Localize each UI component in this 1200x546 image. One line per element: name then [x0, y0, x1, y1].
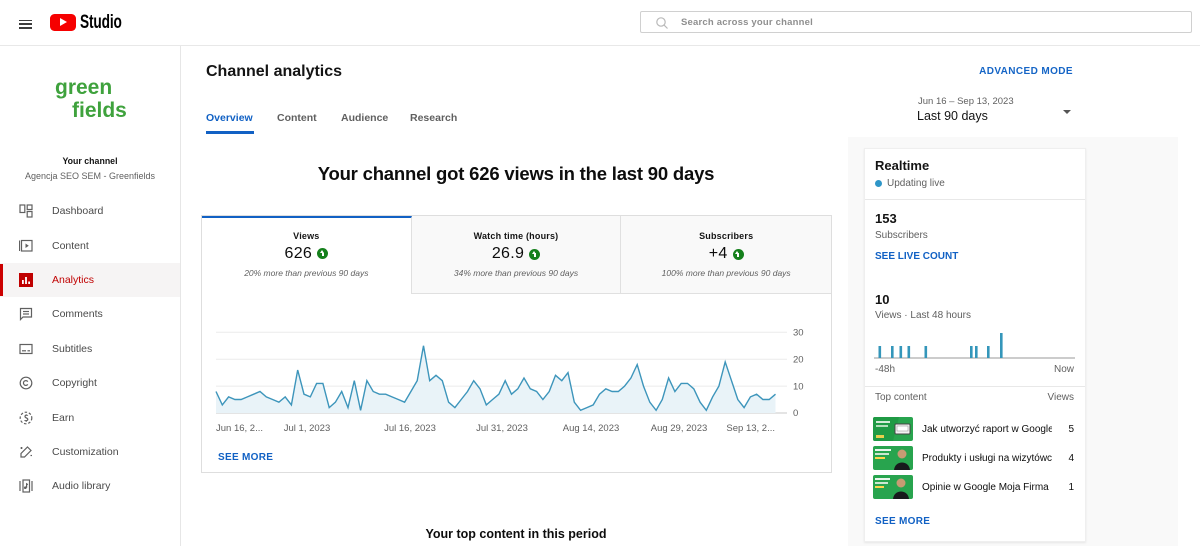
svg-text:Sep 13, 2...: Sep 13, 2... [726, 423, 775, 434]
svg-text:Jul 31, 2023: Jul 31, 2023 [476, 423, 528, 434]
svg-text:Aug 14, 2023: Aug 14, 2023 [563, 423, 620, 434]
svg-text:Jul 1, 2023: Jul 1, 2023 [284, 423, 330, 434]
svg-text:10: 10 [793, 381, 804, 392]
svg-text:30: 30 [793, 328, 804, 339]
svg-text:0: 0 [793, 408, 798, 419]
svg-text:Jun 16, 2...: Jun 16, 2... [216, 423, 263, 434]
svg-text:Jul 16, 2023: Jul 16, 2023 [384, 423, 436, 434]
svg-text:Aug 29, 2023: Aug 29, 2023 [651, 423, 708, 434]
svg-text:20: 20 [793, 354, 804, 365]
